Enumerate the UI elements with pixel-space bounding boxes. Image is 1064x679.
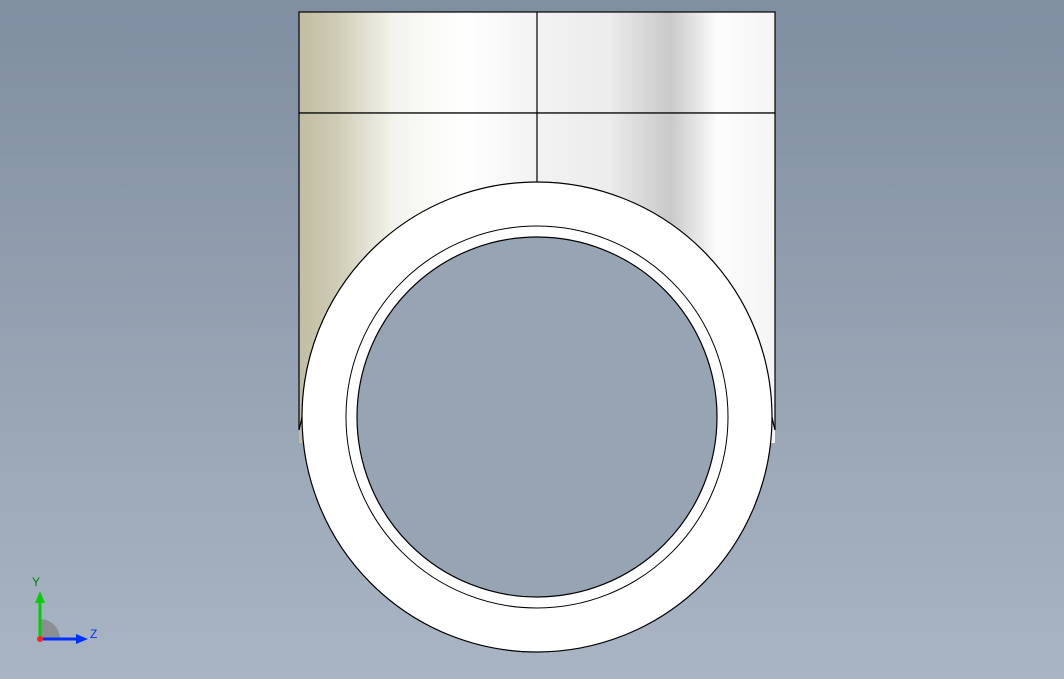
- triad-y-arrow: [35, 591, 45, 603]
- triad-z-label: Z: [90, 627, 97, 641]
- ring-face: [302, 182, 772, 652]
- view-orientation-triad[interactable]: Y Z: [20, 579, 100, 659]
- triad-z-arrow: [76, 634, 88, 644]
- triad-y-label: Y: [32, 575, 40, 589]
- model-canvas[interactable]: [0, 0, 1064, 679]
- triad-origin: [40, 619, 60, 639]
- cad-3d-viewport[interactable]: Y Z: [0, 0, 1064, 679]
- triad-x-axis: [37, 636, 43, 642]
